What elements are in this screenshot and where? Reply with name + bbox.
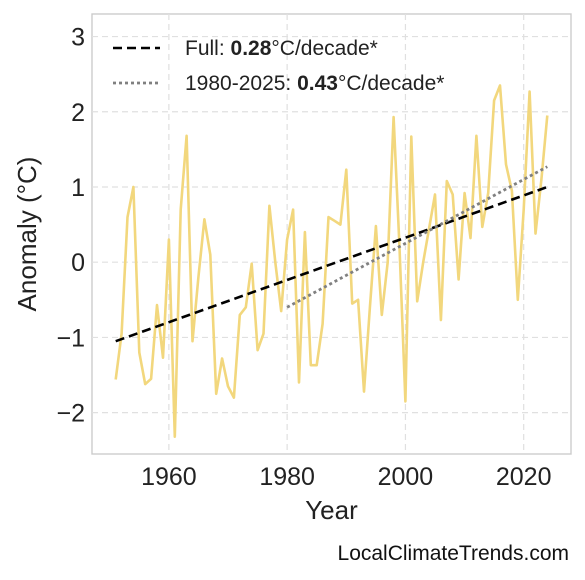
x-axis-label: Year [305, 495, 358, 525]
tick-labels: 1960 1980 2000 2020 −2 −1 0 1 2 3 [56, 24, 551, 491]
anomaly-series-line [114, 84, 549, 439]
y-tick-label: 1 [71, 174, 85, 202]
legend-entry: Full: 0.28°C/decade* [185, 37, 378, 60]
legend-prefix: 1980-2025: [185, 72, 297, 95]
legend-unit: °C/decade* [271, 37, 377, 60]
x-tick-label: 1980 [259, 463, 315, 491]
y-tick-label: −2 [56, 400, 85, 428]
legend-rate: 0.28 [231, 37, 272, 60]
legend: Full: 0.28°C/decade*1980-2025: 0.43°C/de… [113, 37, 444, 95]
y-tick-label: −1 [56, 324, 85, 352]
y-tick-label: 0 [71, 249, 85, 277]
x-tick-label: 2000 [378, 463, 434, 491]
x-tick-label: 2020 [496, 463, 552, 491]
recent-trend-line [286, 165, 548, 309]
legend-rate: 0.43 [297, 72, 338, 95]
legend-unit: °C/decade* [338, 72, 444, 95]
full-trend-line [115, 185, 548, 343]
legend-entry: 1980-2025: 0.43°C/decade* [185, 72, 444, 95]
legend-prefix: Full: [185, 37, 231, 60]
footer-credit: LocalClimateTrends.com [337, 542, 569, 565]
y-tick-label: 3 [71, 24, 85, 52]
y-tick-label: 2 [71, 99, 85, 127]
series-layer [114, 84, 549, 439]
x-tick-label: 1960 [141, 463, 197, 491]
y-axis-label: Anomaly (°C) [12, 157, 42, 312]
